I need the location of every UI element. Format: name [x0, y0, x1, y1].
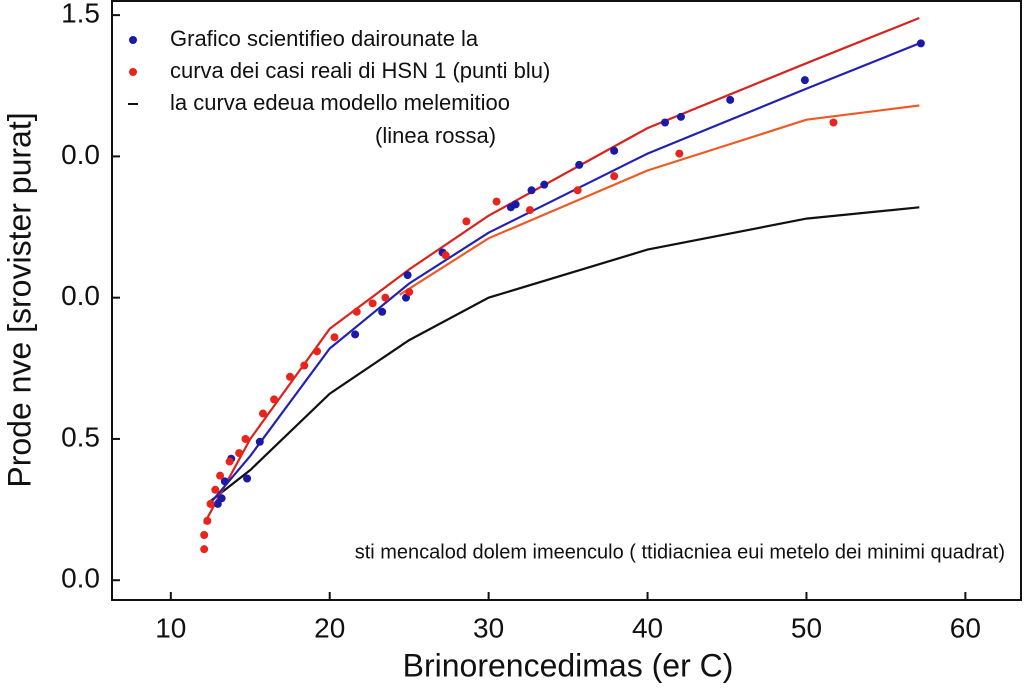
data-point [255, 437, 264, 446]
data-point [527, 186, 536, 195]
legend-marker [129, 68, 137, 76]
x-tick-label: 10 [155, 612, 186, 643]
data-point [610, 146, 619, 155]
legend-text: curva dei casi reali di HSN 1 (punti blu… [170, 58, 550, 83]
x-axis-label: Brinorencedimas (er C) [403, 647, 734, 683]
data-point [492, 197, 501, 206]
data-point [800, 76, 809, 85]
data-point [381, 293, 390, 302]
legend-text: (linea rossa) [375, 123, 496, 148]
data-point [726, 95, 735, 104]
legend-text: Grafico scientifieo dairounate la [170, 26, 479, 51]
x-tick-label: 60 [950, 612, 981, 643]
data-point [368, 299, 377, 308]
data-point [403, 271, 412, 280]
data-point [206, 499, 215, 508]
data-point [285, 372, 294, 381]
data-point [462, 217, 471, 226]
data-point [243, 474, 252, 483]
x-tick-label: 30 [473, 612, 504, 643]
data-point [829, 118, 838, 127]
y-axis-label: Prode nve [srovister purat] [1, 112, 37, 487]
x-tick-label: 40 [632, 612, 663, 643]
data-point [300, 361, 309, 370]
data-point [506, 203, 515, 212]
data-point [352, 307, 361, 316]
data-point [200, 545, 209, 554]
data-point [330, 333, 339, 342]
y-tick-label: 1.5 [61, 0, 100, 29]
data-point [220, 477, 229, 486]
curve [209, 206, 920, 502]
data-point [235, 449, 244, 458]
x-tick-label: 20 [314, 612, 345, 643]
data-point [211, 485, 220, 494]
y-tick-label: 0.0 [61, 563, 100, 594]
data-point [675, 149, 684, 158]
data-point [575, 160, 584, 169]
data-point [441, 251, 450, 260]
data-point [258, 409, 267, 418]
data-point [216, 471, 225, 480]
data-point [203, 516, 212, 525]
data-point [676, 112, 685, 121]
data-point [351, 330, 360, 339]
data-point [225, 457, 234, 466]
data-point [313, 347, 322, 356]
data-point [916, 39, 925, 48]
data-point [270, 395, 279, 404]
data-point [378, 307, 387, 316]
data-point [217, 494, 226, 503]
data-point [405, 288, 414, 297]
annotation: sti mencalod dolem imeenculo ( ttidiacni… [355, 541, 1005, 563]
data-point [200, 531, 209, 540]
legend-marker [129, 36, 137, 44]
data-point [610, 172, 619, 181]
data-point [213, 499, 222, 508]
plot-frame [111, 0, 1022, 601]
curve [211, 42, 920, 502]
y-tick-label: 0.0 [61, 280, 100, 311]
curve [203, 16, 920, 525]
y-tick-label: 0.5 [61, 421, 100, 452]
curve [399, 104, 920, 296]
data-point [241, 434, 250, 443]
data-point [525, 206, 534, 215]
legend-text: la curva edeua modello melemitioo [170, 90, 510, 115]
data-point [573, 186, 582, 195]
data-point [540, 180, 549, 189]
y-tick-label: 0.0 [61, 139, 100, 170]
data-point [661, 118, 670, 127]
x-tick-label: 50 [791, 612, 822, 643]
